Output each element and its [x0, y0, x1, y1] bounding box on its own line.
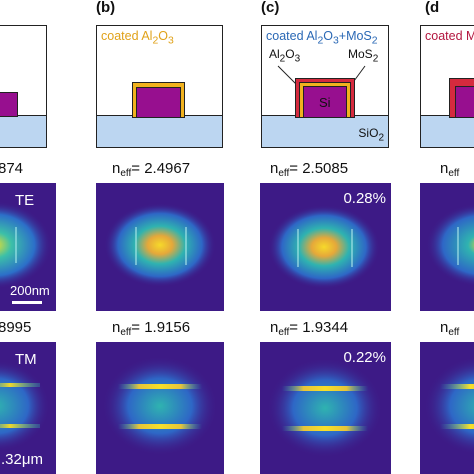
core-b	[136, 87, 181, 118]
neff-te-b: neff= 2.4967	[112, 160, 191, 179]
structure-panel-a	[0, 25, 47, 148]
coating-title-d: coated M	[425, 29, 474, 43]
core-c: Si	[303, 86, 347, 118]
te-percent-c: 0.28%	[343, 190, 386, 207]
coating-title-b: coated Al2O3	[101, 29, 174, 47]
core-a	[0, 92, 18, 117]
tm-percent-c: 0.22%	[343, 349, 386, 366]
structure-panel-c: coated Al2O3+MoS2 Al2O3 MoS2 SiO2 Si	[261, 25, 389, 148]
neff-te-a: 874	[0, 160, 24, 177]
core-d	[455, 86, 474, 118]
substrate-b	[97, 115, 222, 147]
mos2-label: MoS2	[348, 47, 379, 65]
si-label: Si	[319, 95, 331, 110]
te-label: TE	[15, 192, 35, 209]
tm-field-b	[96, 342, 224, 474]
substrate-d	[421, 115, 474, 147]
neff-tm-c: neff= 1.9344	[270, 319, 349, 338]
label-pointer-lines	[277, 65, 366, 85]
panel-label-d: (d	[425, 0, 440, 16]
te-field-a: TE 200nm	[0, 183, 56, 311]
structure-panel-b: coated Al2O3	[96, 25, 223, 148]
coating-title-c: coated Al2O3+MoS2	[266, 29, 378, 47]
te-field-b	[96, 183, 224, 311]
neff-tm-b: neff= 1.9156	[112, 319, 191, 338]
tm-field-c: 0.22%	[260, 342, 391, 474]
tm-field-a: TM .32μm	[0, 342, 56, 474]
tm-field-d	[420, 342, 474, 474]
neff-te-d: neff	[440, 160, 460, 179]
te-field-d	[420, 183, 474, 311]
sio2-label: SiO2	[358, 125, 384, 143]
neff-tm-a: 8995	[0, 319, 32, 336]
tm-label: TM	[15, 351, 37, 368]
panel-label-c: (c)	[261, 0, 280, 16]
structure-panel-d: coated M	[420, 25, 474, 148]
neff-te-c: neff= 2.5085	[270, 160, 349, 179]
te-field-c: 0.28%	[260, 183, 391, 311]
al2o3-label: Al2O3	[269, 47, 301, 65]
scalebar	[12, 301, 42, 304]
scalebar-label: 200nm	[10, 283, 50, 298]
dimension-label: .32μm	[1, 451, 43, 468]
substrate-a	[0, 115, 46, 147]
panel-label-b: (b)	[96, 0, 116, 16]
neff-tm-d: neff	[440, 319, 460, 338]
substrate-c: SiO2	[262, 115, 388, 147]
